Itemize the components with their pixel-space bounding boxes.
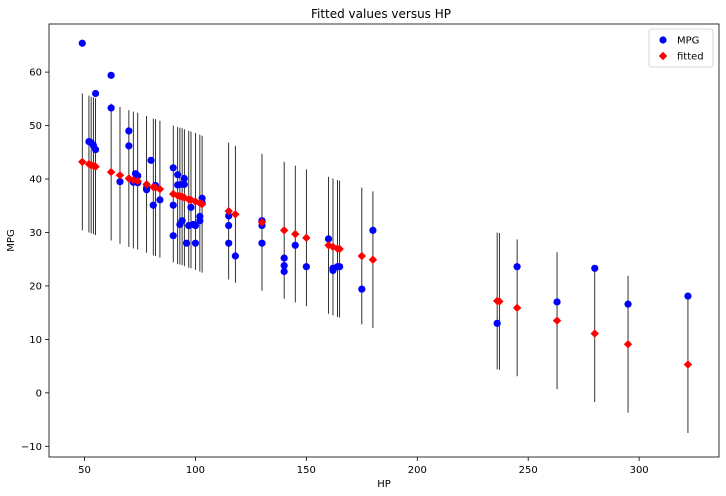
fitted-point — [683, 360, 693, 369]
mpg-point — [324, 235, 333, 243]
mpg-point — [684, 292, 692, 300]
x-tick-label: 50 — [78, 465, 91, 476]
mpg-point — [191, 221, 200, 230]
mpg-point — [174, 171, 182, 179]
y-tick-label: 0 — [36, 388, 42, 399]
mpg-point — [302, 263, 310, 271]
mpg-point — [258, 239, 266, 247]
mpg-point — [591, 264, 599, 272]
fitted-point — [291, 229, 300, 239]
fitted-point — [142, 180, 151, 189]
fitted-point — [552, 316, 562, 325]
mpg-point — [225, 239, 233, 247]
mpg-point — [291, 241, 299, 249]
mpg-point — [280, 254, 288, 262]
mpg-point — [91, 146, 100, 154]
fitted-point — [279, 226, 289, 235]
y-axis-ticks: −10 0 10 20 30 40 50 60 — [21, 68, 49, 453]
y-tick-label: 10 — [29, 335, 42, 346]
y-axis-label: MPG — [6, 229, 17, 251]
mpg-point — [156, 196, 164, 204]
x-axis-label: HP — [377, 479, 391, 490]
legend-fitted-label: fitted — [677, 52, 704, 63]
fitted-point — [257, 218, 267, 227]
mpg-point — [513, 263, 521, 271]
fitted-point — [186, 195, 196, 205]
mpg-point — [116, 178, 124, 186]
mpg-point — [147, 156, 155, 164]
mpg-point — [178, 217, 186, 225]
fitted-point — [512, 303, 522, 313]
fitted-point — [133, 176, 142, 186]
fitted-point — [368, 255, 378, 264]
x-tick-label: 250 — [519, 465, 538, 476]
mpg-point — [107, 71, 115, 79]
mpg-point — [336, 263, 344, 271]
mpg-point — [78, 39, 86, 47]
mpg-point — [169, 164, 177, 172]
mpg-point — [169, 201, 177, 209]
fitted-point — [78, 157, 87, 167]
mpg-point — [231, 252, 239, 260]
mpg-point — [280, 262, 288, 270]
y-tick-label: 40 — [29, 175, 42, 186]
mpg-point — [493, 319, 501, 327]
y-tick-label: 60 — [29, 68, 42, 79]
legend: MPG fitted — [648, 28, 714, 68]
mpg-point — [280, 267, 288, 276]
fitted-point — [495, 297, 504, 306]
mpg-point — [107, 104, 115, 112]
mpg-point — [196, 212, 204, 221]
mpg-point — [180, 180, 188, 188]
mpg-point — [191, 239, 200, 247]
mpg-point — [187, 203, 195, 211]
y-tick-label: −10 — [21, 442, 42, 453]
fitted-point — [357, 251, 367, 261]
chart-title: Fitted values versus HP — [311, 7, 451, 21]
x-tick-label: 300 — [630, 465, 649, 476]
legend-mpg-marker — [659, 36, 667, 44]
fitted-point — [231, 210, 240, 219]
x-tick-label: 100 — [186, 465, 205, 476]
fitted-point — [106, 167, 116, 177]
fitted-point — [197, 199, 207, 209]
mpg-point — [91, 89, 100, 98]
mpg-point — [134, 172, 142, 180]
mpg-point — [180, 174, 188, 183]
x-tick-label: 200 — [408, 465, 427, 476]
y-tick-label: 20 — [29, 281, 42, 292]
mpg-point — [369, 226, 377, 234]
mpg-point — [125, 127, 133, 135]
mpg-point — [624, 300, 632, 308]
fitted-point — [302, 233, 311, 243]
mpg-point — [169, 232, 177, 240]
fitted-point — [91, 162, 100, 171]
mpg-point — [125, 142, 133, 150]
fitted-point — [115, 171, 125, 180]
fitted-point — [335, 244, 344, 254]
fitted-point — [224, 206, 233, 216]
fitted-points-layer — [78, 157, 693, 369]
mpg-point — [225, 221, 233, 230]
fitted-point — [623, 340, 633, 349]
legend-mpg-label: MPG — [677, 36, 699, 47]
fitted-point — [590, 329, 599, 338]
y-tick-label: 30 — [29, 228, 42, 239]
mpg-point — [358, 285, 366, 293]
plot-frame — [48, 23, 720, 458]
mpg-point — [553, 298, 561, 306]
fitted-point — [155, 184, 165, 194]
mpg-point — [149, 201, 157, 209]
legend-fitted-marker — [658, 51, 668, 61]
x-axis-ticks: 50 100 150 200 250 300 — [78, 457, 649, 476]
y-tick-label: 50 — [29, 121, 42, 132]
x-tick-label: 150 — [297, 465, 316, 476]
mpg-point — [225, 212, 233, 220]
mpg-point — [182, 239, 191, 247]
